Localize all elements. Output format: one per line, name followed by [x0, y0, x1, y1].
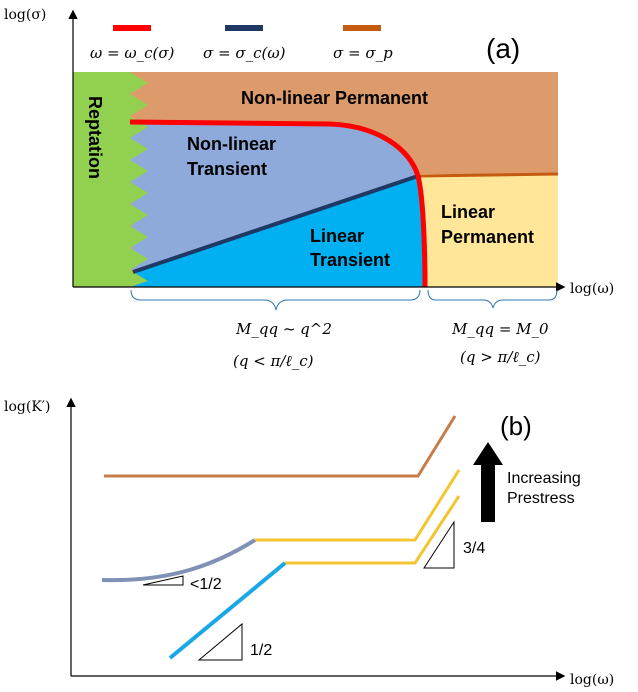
- panel-b-x-axis-label: log(ω): [570, 672, 614, 688]
- panel-b-y-axis-label: log(K′): [4, 399, 50, 415]
- curve-sigma-p: [417, 172, 559, 178]
- curve-top-brown: [104, 415, 457, 478]
- label-linear-permanent-line2: Permanent: [441, 227, 534, 247]
- brace-left-line2: (q < π/ℓ_c): [233, 352, 314, 370]
- curve-yellow-lower: [285, 495, 461, 565]
- slope-label-half: 1/2: [250, 642, 272, 659]
- brace-right-line1: M_qq = M_0: [451, 320, 549, 338]
- curve-blue: [168, 561, 287, 660]
- slope-triangle-small: [142, 575, 184, 586]
- region-reptation: [73, 72, 148, 287]
- legend-label-sigma-p: σ = σ_p: [333, 44, 393, 62]
- increasing-prestress-arrow: [473, 442, 503, 522]
- region-linear-permanent: [420, 174, 558, 287]
- label-nonlinear-permanent: Non-linear Permanent: [241, 88, 428, 108]
- panel-b: log(K′) log(ω) (b) <1/2 1/2 3/4 Increasi…: [4, 397, 614, 688]
- curve-yellow-upper: [255, 469, 461, 542]
- arrow-text-line1: Increasing: [507, 470, 581, 487]
- legend-label-omega-c: ω = ω_c(σ): [90, 44, 175, 62]
- curve-omega-c: [129, 119, 428, 288]
- brace-right-line2: (q > π/ℓ_c): [460, 348, 541, 366]
- slope-label-three-quarter: 3/4: [463, 540, 485, 557]
- panel-a-y-axis-label: log(σ): [4, 7, 46, 23]
- panel-a-label: (a): [486, 33, 520, 64]
- region-linear-transient: [133, 176, 425, 287]
- brace-left-line1: M_qq ~ q^2: [235, 320, 332, 338]
- slope-triangle-half: [197, 622, 243, 661]
- curve-gray-blue: [101, 538, 257, 583]
- brace-right: [427, 289, 558, 309]
- panel-a: ω = ω_c(σ) σ = σ_c(ω) σ = σ_p (a) log(σ)…: [4, 7, 614, 370]
- slope-triangle-three-quarter: [423, 520, 455, 569]
- slope-label-small: <1/2: [190, 576, 222, 593]
- legend-label-sigma-c: σ = σ_c(ω): [203, 44, 286, 62]
- panel-a-x-axis-label: log(ω): [570, 281, 614, 297]
- brace-left: [130, 289, 421, 311]
- arrow-text-line2: Prestress: [507, 490, 575, 507]
- label-reptation: Reptation: [85, 96, 105, 179]
- region-nonlinear-transient: [130, 122, 418, 272]
- label-linear-transient-line2: Transient: [310, 250, 390, 270]
- label-linear-permanent-line1: Linear: [441, 202, 495, 222]
- label-nonlinear-transient-line2: Transient: [187, 159, 267, 179]
- curve-sigma-c: [132, 174, 419, 274]
- panel-b-label: (b): [500, 411, 532, 441]
- label-linear-transient-line1: Linear: [310, 226, 364, 246]
- label-nonlinear-transient-line1: Non-linear: [187, 134, 276, 154]
